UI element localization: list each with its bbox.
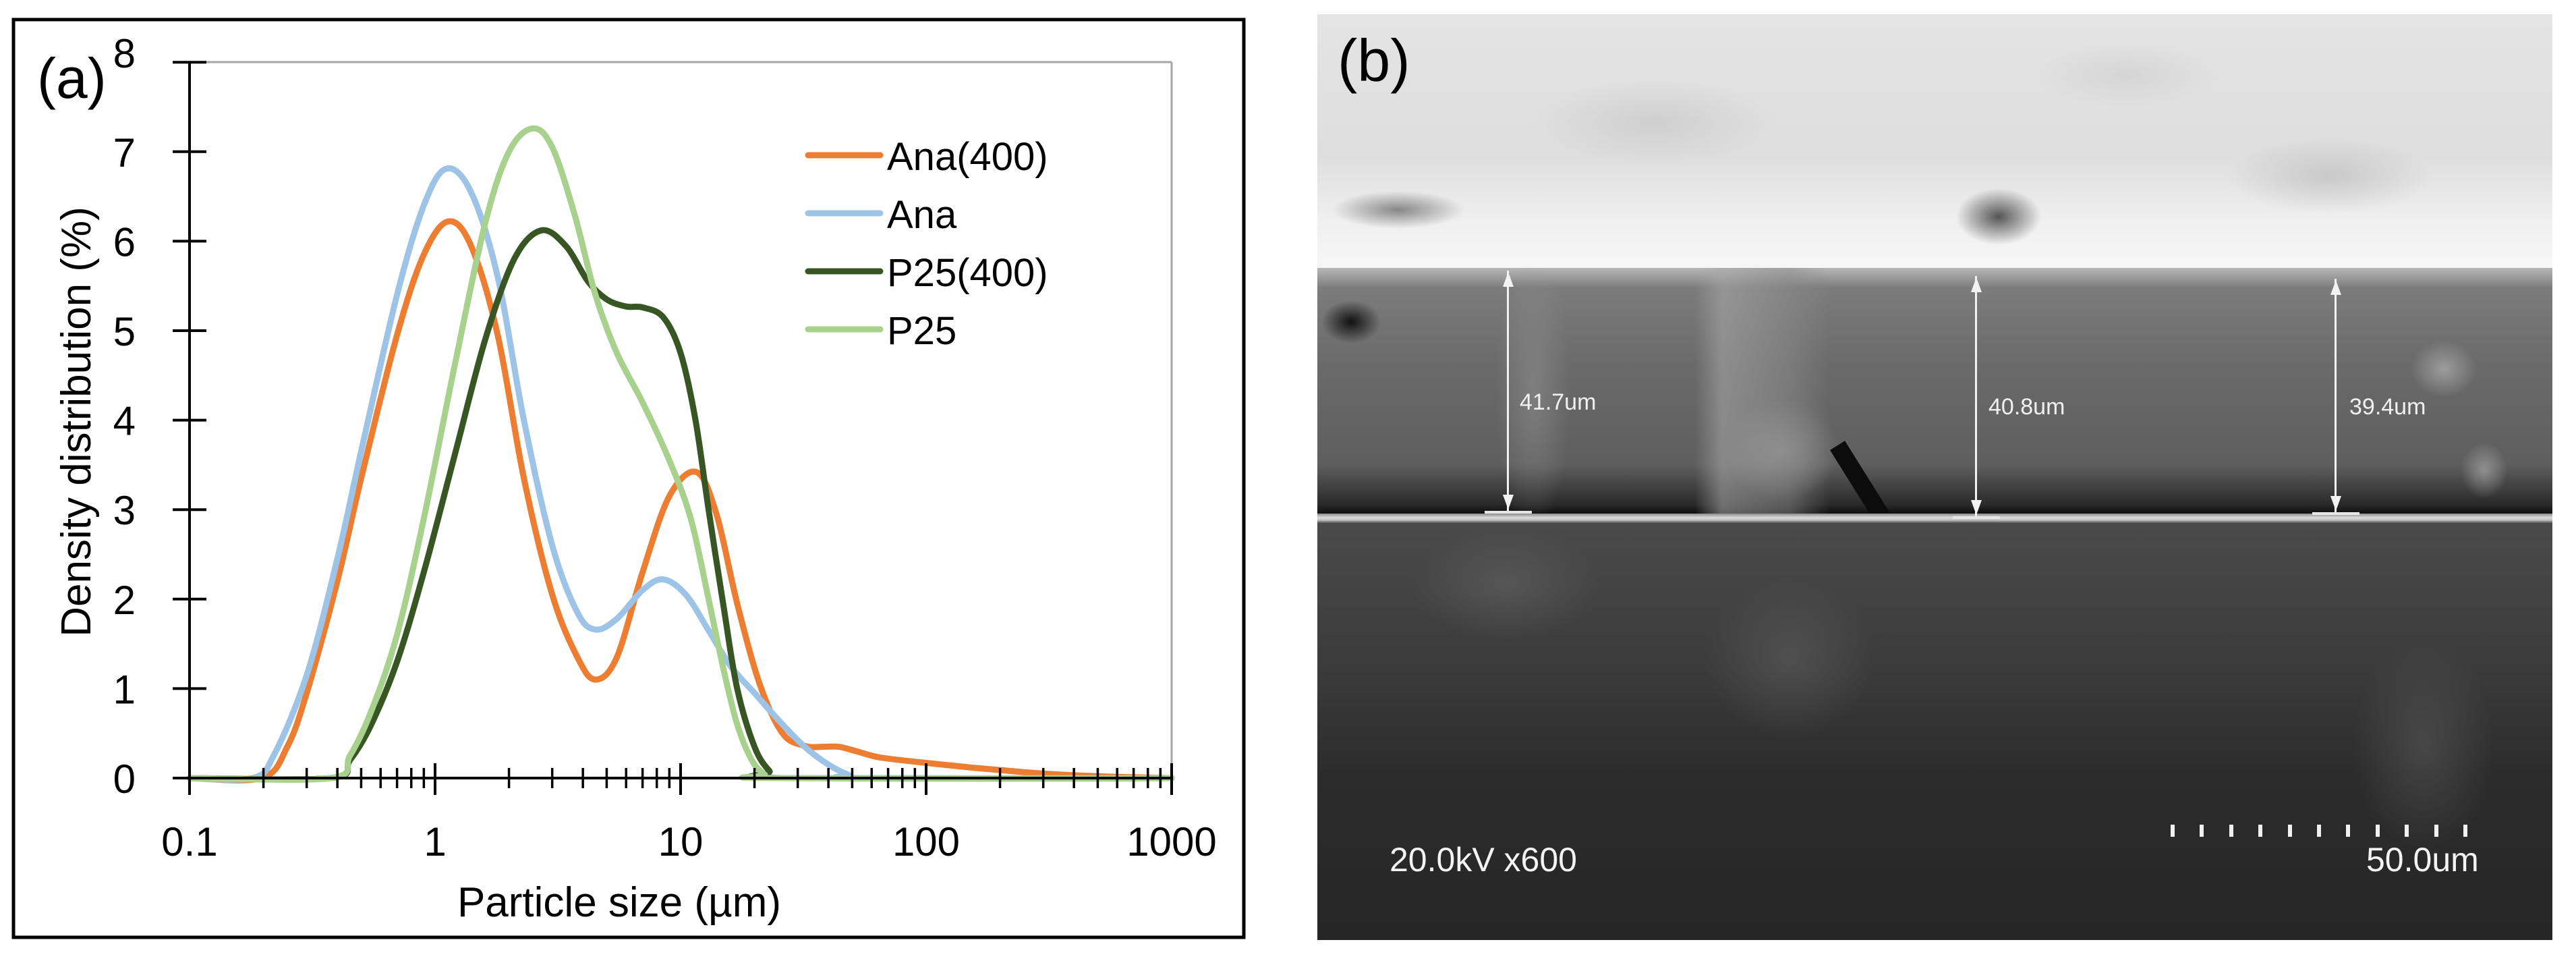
measurement-cap-1 xyxy=(1485,511,1532,514)
chart-canvas: 0 1 2 3 4 5 6 7 8 0.1 1 10 100 1000 (a) Particle size… xyxy=(11,18,1246,939)
measurement-line-2 xyxy=(1975,276,1977,518)
scale-bar-tick xyxy=(2200,825,2204,837)
sem-info-label: 20.0kV x600 xyxy=(1390,841,1577,879)
tick-labels: 0 1 2 3 4 5 6 7 8 0.1 1 10 100 1000 xyxy=(113,31,1217,864)
y-tick-label: 7 xyxy=(113,130,136,175)
panel-label-b: (b) xyxy=(1338,27,1410,94)
x-tick-label: 1000 xyxy=(1126,819,1216,864)
scale-bar-tick xyxy=(2258,825,2263,837)
scale-bar-tick xyxy=(2375,825,2380,837)
series-line-p25-400- xyxy=(186,227,1175,783)
y-tick-label: 6 xyxy=(113,219,136,265)
scale-bar-label: 50.0um xyxy=(2366,841,2479,879)
measurement-label-1: 41.7um xyxy=(1520,389,1597,415)
y-tick-label: 0 xyxy=(113,756,136,802)
arrow-down-icon xyxy=(1971,500,1982,515)
series-lines xyxy=(186,125,1175,783)
x-axis-title: Particle size (µm) xyxy=(457,879,781,926)
legend: Ana(400) Ana P25(400) P25 xyxy=(805,135,1048,353)
series-line-p25 xyxy=(186,125,1175,783)
series-line-ana xyxy=(186,165,1175,783)
x-tick-label: 100 xyxy=(892,819,960,864)
sem-substrate xyxy=(1317,523,2552,940)
panel-label-a: (a) xyxy=(37,47,107,110)
y-tick-label: 1 xyxy=(113,667,136,712)
measurement-cap-2 xyxy=(1953,516,2000,519)
axes xyxy=(173,61,1173,795)
arrow-up-icon xyxy=(1503,272,1514,287)
arrow-down-icon xyxy=(2330,496,2341,511)
arrow-down-icon xyxy=(1503,495,1514,509)
sem-interface-line xyxy=(1317,514,2552,523)
series-line-ana-400- xyxy=(186,218,1175,783)
scale-bar-tick xyxy=(2287,825,2292,837)
scale-bar-tick xyxy=(2171,825,2175,837)
panel-a-particle-size-chart: 0 1 2 3 4 5 6 7 8 0.1 1 10 100 1000 (a) Particle size… xyxy=(0,0,1282,965)
y-tick-label: 5 xyxy=(113,309,136,354)
panel-b-sem-cross-section: 41.7um 40.8um 39.4um 20.0kV x600 50.0um … xyxy=(1317,14,2552,940)
legend-label: P25 xyxy=(887,309,956,353)
scale-bar-tick xyxy=(2405,825,2409,837)
arrow-up-icon xyxy=(1971,277,1982,292)
measurement-cap-3 xyxy=(2312,512,2359,515)
y-tick-label: 4 xyxy=(113,399,136,444)
scale-bar-tick xyxy=(2463,825,2467,837)
scale-bar-tick xyxy=(2434,825,2438,837)
y-tick-label: 3 xyxy=(113,488,136,533)
x-tick-label: 10 xyxy=(658,819,704,864)
measurement-line-3 xyxy=(2335,279,2337,514)
measurement-label-2: 40.8um xyxy=(1988,394,2065,420)
y-axis-title: Density distribution (%) xyxy=(53,206,100,636)
sem-coating-film xyxy=(1317,268,2552,565)
y-tick-label: 8 xyxy=(113,31,136,76)
arrow-up-icon xyxy=(2330,280,2341,295)
x-tick-label: 0.1 xyxy=(161,819,217,864)
scale-bar-tick xyxy=(2317,825,2321,837)
chart-frame xyxy=(11,18,1246,939)
legend-label: Ana xyxy=(887,193,957,237)
legend-label: Ana(400) xyxy=(887,135,1048,179)
x-tick-label: 1 xyxy=(424,819,446,864)
measurement-line-1 xyxy=(1507,271,1509,512)
sem-top-surface xyxy=(1317,14,2552,271)
legend-label: P25(400) xyxy=(887,251,1048,295)
y-tick-label: 2 xyxy=(113,578,136,623)
measurement-label-3: 39.4um xyxy=(2349,394,2426,420)
scale-bar-tick xyxy=(2346,825,2351,837)
scale-bar-tick xyxy=(2229,825,2233,837)
